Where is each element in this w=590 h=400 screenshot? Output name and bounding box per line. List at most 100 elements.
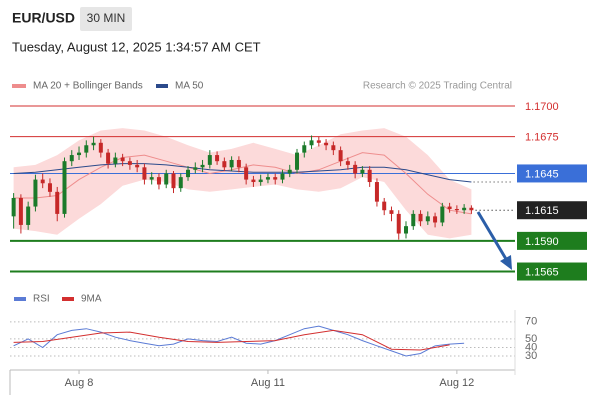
candle-body xyxy=(11,197,16,217)
candle-body xyxy=(265,177,270,180)
candle-body xyxy=(454,209,459,211)
level-label-box xyxy=(517,201,587,220)
candle-body xyxy=(178,177,183,189)
candle-body xyxy=(236,159,241,168)
candle-body xyxy=(440,206,445,223)
candle-body xyxy=(302,145,307,153)
y-tick-label: 70 xyxy=(525,316,537,328)
candle-body xyxy=(207,155,212,165)
timestamp: Tuesday, August 12, 2025 1:34:57 AM CET xyxy=(12,39,261,54)
candle-body xyxy=(222,161,227,168)
candle-body xyxy=(374,182,379,202)
level-label: 1.1645 xyxy=(525,168,559,180)
candle-body xyxy=(389,210,394,214)
candle-body xyxy=(229,159,234,168)
candle-body xyxy=(331,145,336,151)
candle-body xyxy=(316,140,321,143)
candle-body xyxy=(295,152,300,170)
candle-body xyxy=(62,161,67,214)
legend-label: RSI xyxy=(33,294,50,305)
candle-body xyxy=(324,142,329,146)
symbol: EUR/USD xyxy=(12,10,75,26)
level-label: 1.1565 xyxy=(525,266,559,278)
candle-body xyxy=(309,140,314,146)
level-label: 1.1590 xyxy=(525,236,559,248)
candle-body xyxy=(396,213,401,234)
level-label: 1.1700 xyxy=(525,101,559,113)
forecast-arrowhead xyxy=(500,255,512,270)
legend-swatch xyxy=(14,297,26,301)
candle-body xyxy=(164,173,169,185)
candle-body xyxy=(142,167,147,180)
series-line xyxy=(13,329,450,351)
level-label: 1.1675 xyxy=(525,132,559,144)
timeframe-label[interactable]: 30 MIN xyxy=(87,11,126,25)
candle-body xyxy=(135,164,140,168)
candle-body xyxy=(251,179,256,183)
x-tick-label: Aug 11 xyxy=(251,377,285,389)
candle-body xyxy=(156,177,161,185)
y-tick-label: 50 xyxy=(525,333,537,345)
candle-body xyxy=(244,167,249,180)
candle-body xyxy=(200,164,205,168)
candle-body xyxy=(84,145,89,153)
candle-body xyxy=(360,169,365,174)
candle-body xyxy=(193,167,198,170)
level-label: 1.1615 xyxy=(525,205,559,217)
candle-body xyxy=(40,179,45,184)
candle-body xyxy=(55,191,60,214)
legend-label: 9MA xyxy=(81,294,102,305)
candle-body xyxy=(98,142,103,153)
candle-body xyxy=(418,213,423,222)
candle-body xyxy=(258,179,263,183)
candle-body xyxy=(171,173,176,189)
level-label-box xyxy=(517,262,587,281)
candle-body xyxy=(33,179,38,207)
candle-body xyxy=(353,164,358,174)
timeframe-button[interactable] xyxy=(80,7,132,31)
candle-body xyxy=(120,157,125,162)
candle-body xyxy=(338,150,343,162)
candle-body xyxy=(186,169,191,178)
candle-body xyxy=(433,216,438,223)
x-tick-label: Aug 8 xyxy=(65,377,94,389)
candle-body xyxy=(367,169,372,183)
series-line xyxy=(13,325,465,357)
legend-swatch xyxy=(12,84,26,88)
candle-body xyxy=(411,213,416,227)
candle-body xyxy=(462,207,467,211)
candle-body xyxy=(469,207,474,211)
forecast-arrow xyxy=(476,211,508,260)
series-line xyxy=(13,163,472,183)
candle-body xyxy=(127,161,132,165)
plot: 1.1700 1.1675 1.1645 1.1615 1.1590 1.1565 70 50… xyxy=(10,101,587,389)
copyright: Research © 2025 Trading Central xyxy=(363,81,512,92)
y-tick-label: 30 xyxy=(525,350,537,362)
bollinger-band xyxy=(13,128,472,239)
candle-body xyxy=(215,155,220,162)
candle-body xyxy=(345,161,350,165)
candle-body xyxy=(382,201,387,211)
legend-label: MA 50 xyxy=(175,81,204,92)
candle-body xyxy=(447,206,452,209)
series-line xyxy=(13,152,472,215)
legend-swatch xyxy=(62,297,74,301)
level-label-box xyxy=(517,231,587,250)
candle-body xyxy=(26,206,31,225)
candle-body xyxy=(91,142,96,146)
legend-swatch xyxy=(156,84,168,88)
candle-body xyxy=(149,177,154,180)
level-label-box xyxy=(517,164,587,183)
candle-body xyxy=(273,177,278,180)
legend-label: MA 20 + Bollinger Bands xyxy=(33,81,143,92)
candle-body xyxy=(106,152,111,164)
candle-body xyxy=(425,216,430,222)
candle-body xyxy=(287,169,292,174)
candle-body xyxy=(404,226,409,234)
candle-body xyxy=(47,183,52,192)
candle-body xyxy=(77,152,82,156)
candle-body xyxy=(18,197,23,225)
candle-body xyxy=(280,173,285,180)
